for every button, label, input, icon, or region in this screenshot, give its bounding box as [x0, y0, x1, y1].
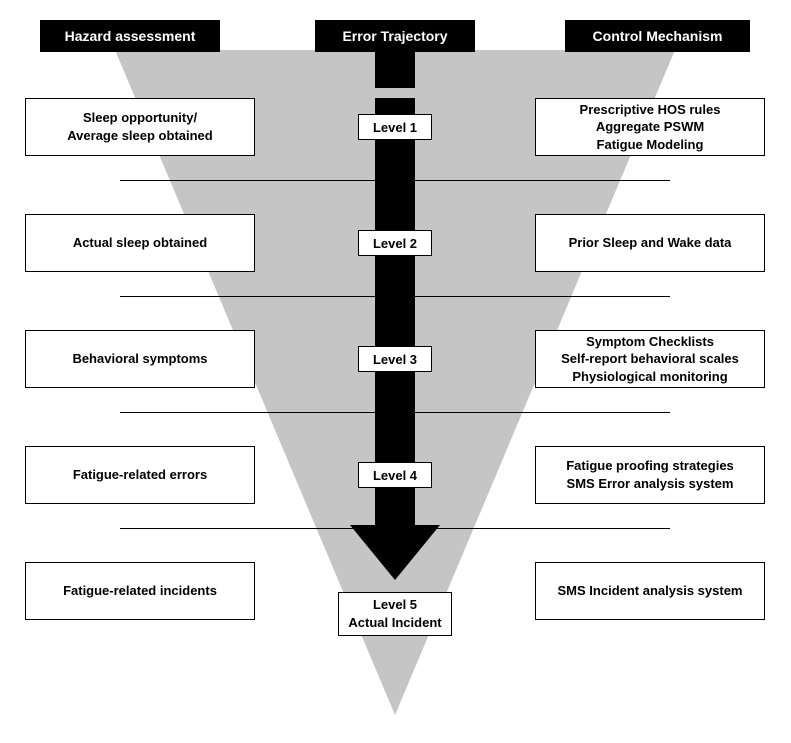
fatigue-risk-trajectory-diagram: Hazard assessment Error Trajectory Contr… [20, 20, 771, 723]
control-box-level-5: SMS Incident analysis system [535, 562, 765, 620]
arrow-head [350, 525, 440, 580]
control-box-level-2: Prior Sleep and Wake data [535, 214, 765, 272]
control-box-level-3: Symptom ChecklistsSelf-report behavioral… [535, 330, 765, 388]
hazard-box-level-4: Fatigue-related errors [25, 446, 255, 504]
level-label-5: Level 5Actual Incident [338, 592, 452, 636]
hazard-box-level-5: Fatigue-related incidents [25, 562, 255, 620]
level-label-4: Level 4 [358, 462, 432, 488]
header-hazard-assessment: Hazard assessment [40, 20, 220, 52]
level-label-3: Level 3 [358, 346, 432, 372]
arrow-segment-top [375, 52, 415, 88]
hazard-box-level-2: Actual sleep obtained [25, 214, 255, 272]
level-label-2: Level 2 [358, 230, 432, 256]
header-error-trajectory: Error Trajectory [315, 20, 475, 52]
control-box-level-1: Prescriptive HOS rulesAggregate PSWMFati… [535, 98, 765, 156]
control-box-level-4: Fatigue proofing strategiesSMS Error ana… [535, 446, 765, 504]
hazard-box-level-1: Sleep opportunity/Average sleep obtained [25, 98, 255, 156]
hazard-box-level-3: Behavioral symptoms [25, 330, 255, 388]
level-label-1: Level 1 [358, 114, 432, 140]
header-control-mechanism: Control Mechanism [565, 20, 750, 52]
